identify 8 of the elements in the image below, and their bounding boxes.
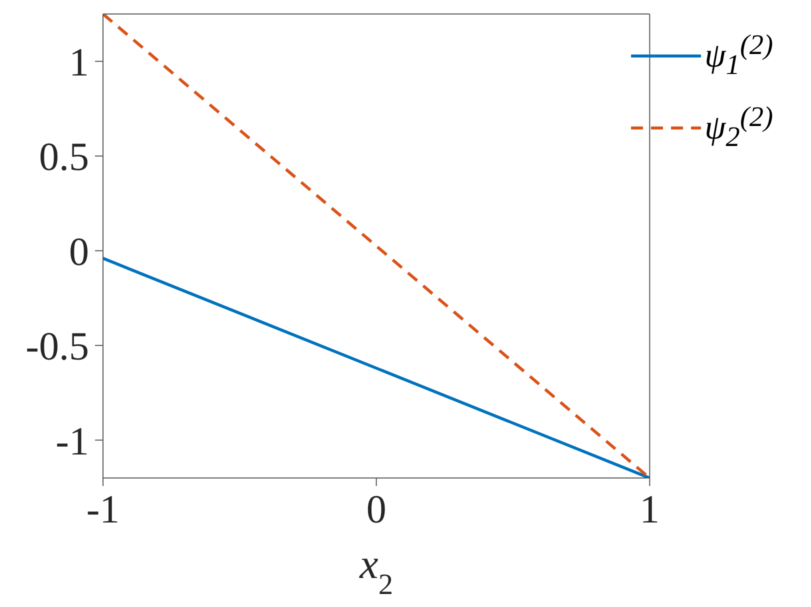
y-tick-label: 0.5 — [39, 134, 89, 180]
x-axis-title: x$_{2}$ — [358, 542, 394, 601]
x-tick-label: 0 — [366, 486, 386, 532]
y-tick-label: -1 — [56, 418, 89, 464]
x-tick-label: 1 — [640, 486, 660, 532]
y-tick-label: -0.5 — [26, 324, 89, 369]
y-tick-label: 1 — [69, 40, 89, 85]
y-tick-label: 0 — [69, 228, 89, 274]
